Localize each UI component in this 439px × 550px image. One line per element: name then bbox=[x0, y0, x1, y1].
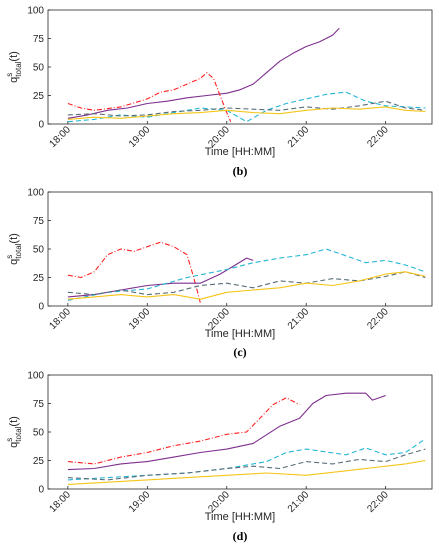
series-line bbox=[67, 392, 386, 471]
series-line bbox=[67, 448, 426, 481]
series-line bbox=[67, 72, 232, 122]
x-axis-label: Time [HH:MM] bbox=[205, 146, 275, 158]
panel-label: (c) bbox=[233, 345, 246, 359]
x-tick-label: 22:00 bbox=[365, 489, 391, 515]
x-tick-label: 18:00 bbox=[48, 124, 74, 150]
x-tick-label: 19:00 bbox=[127, 306, 153, 332]
series-line bbox=[67, 459, 426, 485]
series-line bbox=[67, 257, 254, 298]
plot-area bbox=[47, 191, 433, 307]
x-tick-label: 21:00 bbox=[286, 124, 312, 150]
x-tick-label: 21:00 bbox=[286, 306, 312, 332]
series-line bbox=[67, 91, 426, 123]
x-tick-label: 19:00 bbox=[127, 124, 153, 150]
series-line bbox=[67, 271, 426, 296]
x-tick-label: 18:00 bbox=[48, 489, 74, 515]
series-line bbox=[67, 248, 426, 301]
panel-label: (d) bbox=[233, 529, 248, 543]
y-axis-label: qstotal(t) bbox=[5, 233, 23, 265]
series-line bbox=[67, 100, 426, 117]
x-axis-label: Time [HH:MM] bbox=[205, 328, 275, 340]
series-line bbox=[67, 241, 201, 303]
series-line bbox=[67, 106, 426, 120]
plot-area bbox=[47, 9, 433, 125]
y-tick-label: 100 bbox=[27, 188, 44, 199]
x-tick-label: 22:00 bbox=[365, 306, 391, 332]
x-tick-label: 18:00 bbox=[48, 306, 74, 332]
panel-label: (b) bbox=[233, 164, 248, 178]
y-tick-label: 50 bbox=[33, 63, 45, 74]
y-tick-label: 75 bbox=[33, 399, 45, 410]
y-tick-label: 50 bbox=[33, 245, 45, 256]
series-line bbox=[67, 438, 426, 481]
y-tick-label: 25 bbox=[33, 91, 45, 102]
plot-area bbox=[47, 374, 433, 490]
series-line bbox=[67, 397, 300, 465]
y-tick-label: 0 bbox=[38, 302, 44, 313]
x-tick-label: 21:00 bbox=[286, 489, 312, 515]
y-axis-label: qstotal(t) bbox=[5, 51, 23, 83]
series-line bbox=[67, 271, 426, 300]
y-tick-label: 25 bbox=[33, 456, 45, 467]
y-tick-label: 25 bbox=[33, 273, 45, 284]
x-tick-label: 22:00 bbox=[365, 124, 391, 150]
x-tick-label: 19:00 bbox=[127, 489, 153, 515]
y-tick-label: 100 bbox=[27, 371, 44, 382]
y-tick-label: 75 bbox=[33, 216, 45, 227]
y-tick-label: 0 bbox=[38, 120, 44, 131]
series-line bbox=[67, 27, 340, 119]
y-tick-label: 100 bbox=[27, 6, 44, 17]
y-tick-label: 75 bbox=[33, 34, 45, 45]
y-tick-label: 50 bbox=[33, 428, 45, 439]
y-axis-label: qstotal(t) bbox=[5, 416, 23, 448]
y-tick-label: 0 bbox=[38, 485, 44, 496]
x-axis-label: Time [HH:MM] bbox=[205, 511, 275, 523]
